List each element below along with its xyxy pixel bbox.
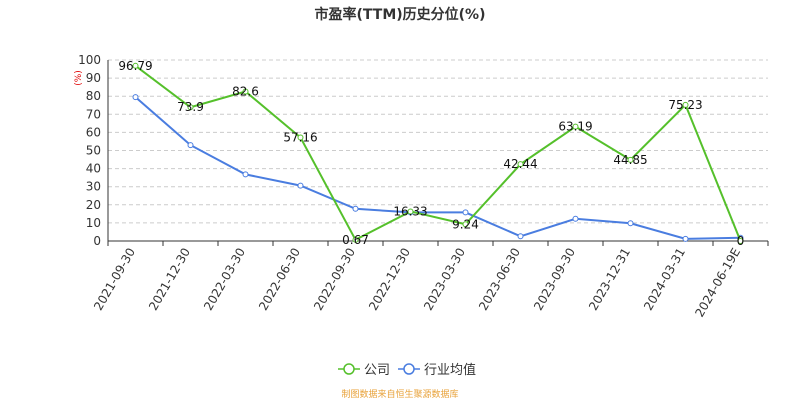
- data-label: 16.33: [393, 204, 427, 218]
- grid: [108, 59, 768, 224]
- y-tick-label: 80: [86, 89, 101, 103]
- data-label: 44.85: [613, 153, 647, 167]
- data-labels: 96.79 73.9 82.6 57.16 0.67 16.33 9.24 42.44 63.1…: [118, 59, 744, 248]
- y-tick-label: 10: [86, 216, 101, 230]
- y-tick-label: 20: [86, 198, 101, 212]
- data-point: [242, 171, 249, 178]
- series-line: [134, 65, 742, 242]
- data-point: [572, 215, 579, 222]
- legend: 公司 行业均值: [338, 362, 476, 378]
- legend-marker: [403, 363, 415, 375]
- data-point: [407, 208, 414, 215]
- data-point: [572, 123, 579, 130]
- x-tick-label: 2021-09-30: [91, 246, 138, 313]
- source-note: 制图数据来自恒生聚源数据库: [341, 388, 458, 400]
- data-label: 9.24: [452, 217, 479, 231]
- data-point: [517, 233, 524, 240]
- data-label: 73.9: [177, 100, 204, 114]
- data-point: [737, 238, 744, 244]
- x-tick-label: 2023-09-30: [531, 246, 578, 313]
- data-point: [132, 94, 139, 101]
- x-tick-label: 2023-03-30: [421, 246, 468, 313]
- legend-label: 行业均值: [424, 362, 476, 378]
- data-point: [352, 236, 359, 243]
- y-tick-label: 30: [86, 180, 101, 194]
- data-label: 82.6: [232, 84, 259, 98]
- y-tick-label: 90: [86, 71, 101, 85]
- chart-title: 市盈率(TTM)历史分位(%): [315, 6, 486, 23]
- x-tick-label: 2022-12-30: [366, 246, 413, 313]
- data-label: 96.79: [118, 59, 152, 73]
- data-point: [627, 220, 634, 227]
- data-point: [132, 62, 139, 69]
- y-tick-label: 60: [86, 125, 101, 139]
- data-point: [297, 182, 304, 189]
- x-tick-label: 2024-03-31: [641, 246, 688, 313]
- data-label: 0: [737, 234, 745, 248]
- data-point: [682, 235, 689, 242]
- x-tick-label: 2023-12-31: [586, 246, 633, 313]
- data-label: 0.67: [342, 233, 369, 247]
- data-point: [682, 101, 689, 108]
- x-tick-label: 2022-06-30: [256, 246, 303, 313]
- series: [132, 62, 744, 244]
- y-tick-label: 70: [86, 107, 101, 121]
- data-point: [187, 104, 194, 111]
- y-tick-label: 0: [93, 234, 101, 248]
- x-tick-label: 2024-06-19E: [692, 246, 743, 320]
- data-point: [517, 161, 524, 168]
- y-tick-label: 100: [78, 53, 101, 67]
- x-tick-label: 2022-09-30: [311, 246, 358, 313]
- data-point: [242, 88, 249, 95]
- y-tick-label: 40: [86, 162, 101, 176]
- data-label: 57.16: [283, 131, 317, 145]
- data-point: [297, 134, 304, 141]
- y-tick-label: 50: [86, 144, 101, 158]
- data-label: 42.44: [503, 157, 537, 171]
- data-point: [462, 209, 469, 216]
- x-tick-label: 2023-06-30: [476, 246, 523, 313]
- data-point: [462, 221, 469, 228]
- y-axis-unit: (%): [74, 70, 84, 86]
- data-point: [352, 205, 359, 212]
- data-label: 63.19: [558, 120, 592, 134]
- x-tick-label: 2021-12-30: [146, 246, 193, 313]
- data-point: [187, 142, 194, 149]
- data-point: [627, 156, 634, 163]
- legend-label: 公司: [364, 363, 390, 378]
- legend-marker: [343, 363, 355, 375]
- series-line: [134, 96, 741, 240]
- x-tick-label: 2022-03-30: [201, 246, 248, 313]
- data-label: 75.23: [668, 98, 702, 112]
